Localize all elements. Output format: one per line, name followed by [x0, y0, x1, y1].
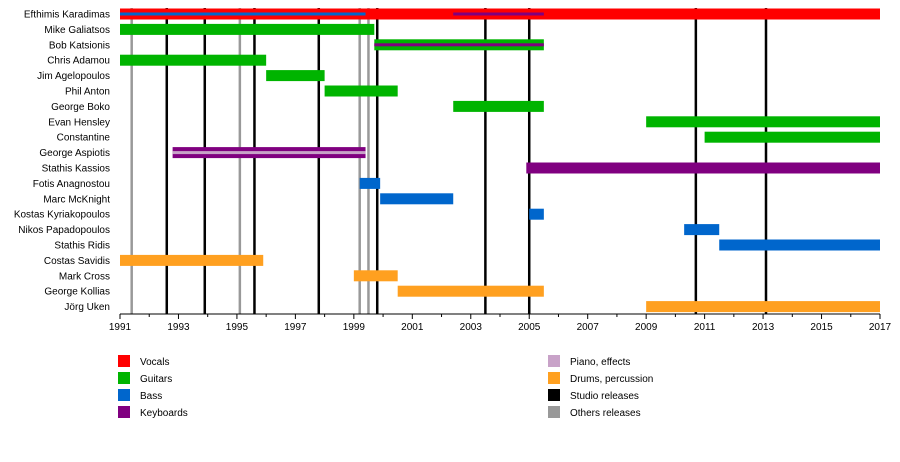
member-bar-bass [529, 208, 544, 220]
member-name-label: Stathis Ridis [54, 241, 110, 252]
member-bar-bass [380, 193, 454, 205]
legend-swatch-vocals [118, 355, 130, 367]
legend-swatch-bass [118, 389, 130, 401]
legend-label-guitars: Guitars [140, 374, 172, 385]
member-bar-bass [120, 12, 366, 16]
member-name-label: Chris Adamou [47, 56, 110, 67]
member-bar-guitars [646, 116, 880, 128]
member-bar-guitars [453, 100, 544, 112]
release-lines [130, 8, 768, 314]
legend-swatch-guitars [118, 372, 130, 384]
x-tick-label: 2005 [518, 322, 541, 333]
member-name-label: Mike Galiatsos [44, 25, 110, 36]
member-name-label: Evan Hensley [48, 117, 110, 128]
x-tick-label: 1997 [284, 322, 307, 333]
x-tick-label: 2017 [869, 322, 892, 333]
x-tick-label: 2015 [810, 322, 833, 333]
member-name-label: Jörg Uken [64, 302, 110, 313]
legend: Vocals Guitars Bass Keyboards Piano, effects… [118, 355, 653, 419]
x-tick-label: 1993 [167, 322, 190, 333]
member-bar-bass [359, 177, 381, 189]
legend-label-drums: Drums, percussion [570, 374, 653, 385]
legend-label-others: Others releases [570, 408, 641, 419]
member-bar-guitars [266, 70, 325, 82]
member-bar-keyboards [526, 162, 880, 174]
legend-swatch-others [548, 406, 560, 418]
member-bar-bass [684, 224, 720, 236]
member-name-label: Bob Katsionis [49, 40, 110, 51]
x-tick-label: 1999 [343, 322, 366, 333]
legend-label-bass: Bass [140, 391, 162, 402]
x-tick-label: 2007 [577, 322, 600, 333]
legend-label-piano: Piano, effects [570, 357, 630, 368]
member-bar-drums [646, 301, 880, 313]
legend-swatch-piano [548, 355, 560, 367]
member-name-label: George Aspiotis [39, 148, 110, 159]
x-tick-label: 2003 [460, 322, 483, 333]
member-name-label: Costas Savidis [44, 256, 110, 267]
legend-swatch-drums [548, 372, 560, 384]
member-name-label: Phil Anton [65, 87, 110, 98]
member-name-label: Kostas Kyriakopoulos [14, 210, 110, 221]
member-name-label: George Boko [51, 102, 110, 113]
x-tick-label: 1991 [109, 322, 132, 333]
x-tick-label: 2011 [694, 322, 716, 333]
member-bar-drums [397, 285, 544, 297]
member-name-label: Stathis Kassios [42, 164, 110, 175]
legend-swatch-studio [548, 389, 560, 401]
legend-label-vocals: Vocals [140, 357, 169, 368]
x-tick-label: 2001 [401, 322, 424, 333]
member-bar-guitars [324, 85, 398, 97]
member-bars [120, 8, 880, 313]
member-name-label: George Kollias [44, 287, 110, 298]
x-axis: 1991 1993 1995 1997 1999 2001 2003 2005 2007 2009… [109, 313, 892, 333]
member-bar-bass [719, 239, 880, 251]
x-tick-label: 2009 [635, 322, 658, 333]
legend-label-studio: Studio releases [570, 391, 639, 402]
member-bar-piano [172, 151, 366, 155]
member-bar-guitars [120, 23, 375, 35]
member-bar-keyboards [374, 43, 544, 47]
legend-swatch-keyboards [118, 406, 130, 418]
member-name-label: Efthimis Karadimas [24, 10, 110, 21]
member-name-label: Marc McKnight [43, 194, 110, 205]
member-name-label: Mark Cross [59, 271, 110, 282]
x-tick-label: 2013 [752, 322, 775, 333]
member-bar-guitars [120, 54, 267, 66]
member-bar-drums [353, 270, 398, 282]
member-bar-drums [120, 254, 264, 266]
member-bar-keyboards [453, 12, 544, 16]
x-tick-label: 1995 [226, 322, 249, 333]
legend-label-keyboards: Keyboards [140, 408, 188, 419]
member-labels: Efthimis Karadimas Mike Galiatsos Bob Kats… [14, 10, 111, 314]
member-name-label: Fotis Anagnostou [33, 179, 110, 190]
member-name-label: Jim Agelopoulos [37, 71, 110, 82]
member-bar-guitars [704, 131, 880, 143]
member-name-label: Constantine [57, 133, 111, 144]
member-name-label: Nikos Papadopoulos [18, 225, 110, 236]
